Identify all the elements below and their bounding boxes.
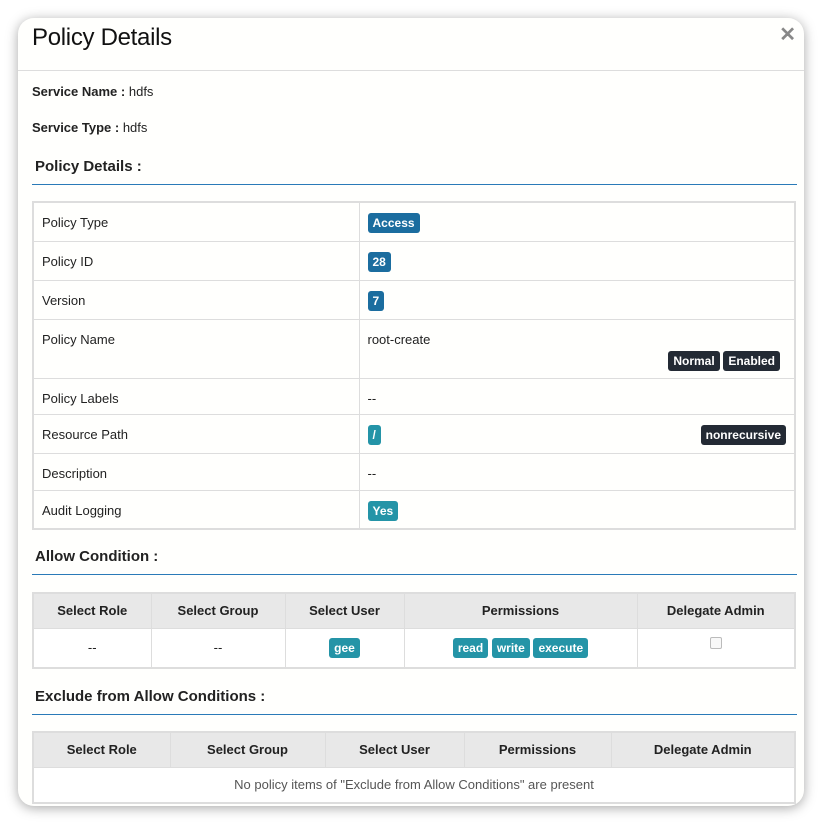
permission-badge: execute bbox=[533, 637, 589, 658]
group-value: -- bbox=[150, 627, 286, 669]
modal-title: Policy Details bbox=[32, 24, 172, 51]
normal-badge: Normal bbox=[668, 350, 720, 371]
policy-details-heading: Policy Details : bbox=[32, 158, 797, 185]
table-row: Policy Name root-create Normal Enabled bbox=[32, 318, 796, 379]
table-row: Resource Path / nonrecursive bbox=[32, 413, 796, 454]
header-select-group: Select Group bbox=[150, 592, 286, 629]
policy-labels-value: -- bbox=[358, 377, 796, 415]
role-value: -- bbox=[32, 627, 152, 669]
policy-details-table: Policy Type Access Policy ID 28 Version 7 P… bbox=[32, 201, 796, 530]
header-select-role: Select Role bbox=[32, 731, 171, 768]
row-label: Policy Type bbox=[32, 201, 360, 242]
header-select-user: Select User bbox=[324, 731, 465, 768]
policy-name-value: root-create bbox=[367, 331, 431, 347]
row-label: Policy Labels bbox=[32, 377, 360, 415]
header-select-group: Select Group bbox=[169, 731, 326, 768]
permission-badge: write bbox=[491, 637, 530, 658]
policy-id-badge: 28 bbox=[367, 251, 391, 272]
row-label: Policy Name bbox=[32, 318, 360, 379]
row-label: Policy ID bbox=[32, 240, 360, 281]
header-select-role: Select Role bbox=[32, 592, 152, 629]
header-permissions: Permissions bbox=[463, 731, 612, 768]
empty-message: No policy items of "Exclude from Allow C… bbox=[32, 766, 796, 804]
audit-logging-badge: Yes bbox=[367, 500, 399, 521]
allow-condition-table: Select Role Select Group Select User Permis… bbox=[32, 592, 796, 669]
close-icon[interactable]: ✕ bbox=[779, 24, 796, 46]
row-label: Resource Path bbox=[32, 413, 360, 454]
table-row: Version 7 bbox=[32, 279, 796, 320]
table-row: No policy items of "Exclude from Allow C… bbox=[32, 766, 796, 804]
table-row: Policy ID 28 bbox=[32, 240, 796, 281]
table-row: -- -- gee read write execute bbox=[32, 627, 796, 669]
description-value: -- bbox=[358, 452, 796, 491]
policy-type-badge: Access bbox=[367, 213, 420, 233]
allow-condition-heading: Allow Condition : bbox=[32, 548, 797, 575]
resource-path-badge: / bbox=[367, 424, 381, 445]
header-select-user: Select User bbox=[284, 592, 405, 629]
permission-badge: read bbox=[452, 637, 489, 658]
table-row: Policy Type Access bbox=[32, 201, 796, 242]
row-label: Description bbox=[32, 452, 360, 491]
service-name-label: Service Name : bbox=[32, 84, 126, 99]
table-row: Description -- bbox=[32, 452, 796, 491]
service-type-label: Service Type : bbox=[32, 120, 120, 135]
version-badge: 7 bbox=[367, 290, 385, 311]
service-type: Service Type : hdfs bbox=[32, 120, 147, 135]
header-delegate-admin: Delegate Admin bbox=[636, 592, 796, 629]
nonrecursive-badge: nonrecursive bbox=[700, 424, 786, 445]
enabled-badge: Enabled bbox=[723, 350, 780, 371]
service-name-value: hdfs bbox=[128, 84, 154, 99]
row-label: Audit Logging bbox=[32, 489, 360, 530]
delegate-admin-checkbox[interactable] bbox=[709, 636, 722, 649]
policy-details-modal: Policy Details ✕ Service Name : hdfs Ser… bbox=[18, 18, 804, 806]
header-permissions: Permissions bbox=[403, 592, 638, 629]
exclude-conditions-table: Select Role Select Group Select User Permis… bbox=[32, 731, 796, 804]
header-delegate-admin: Delegate Admin bbox=[610, 731, 796, 768]
exclude-conditions-heading: Exclude from Allow Conditions : bbox=[32, 688, 797, 715]
service-name: Service Name : hdfs bbox=[32, 84, 153, 99]
table-row: Policy Labels -- bbox=[32, 377, 796, 415]
modal-header: Policy Details ✕ bbox=[18, 18, 804, 71]
row-label: Version bbox=[32, 279, 360, 320]
user-badge: gee bbox=[329, 637, 360, 658]
service-type-value: hdfs bbox=[122, 120, 148, 135]
table-row: Audit Logging Yes bbox=[32, 489, 796, 530]
